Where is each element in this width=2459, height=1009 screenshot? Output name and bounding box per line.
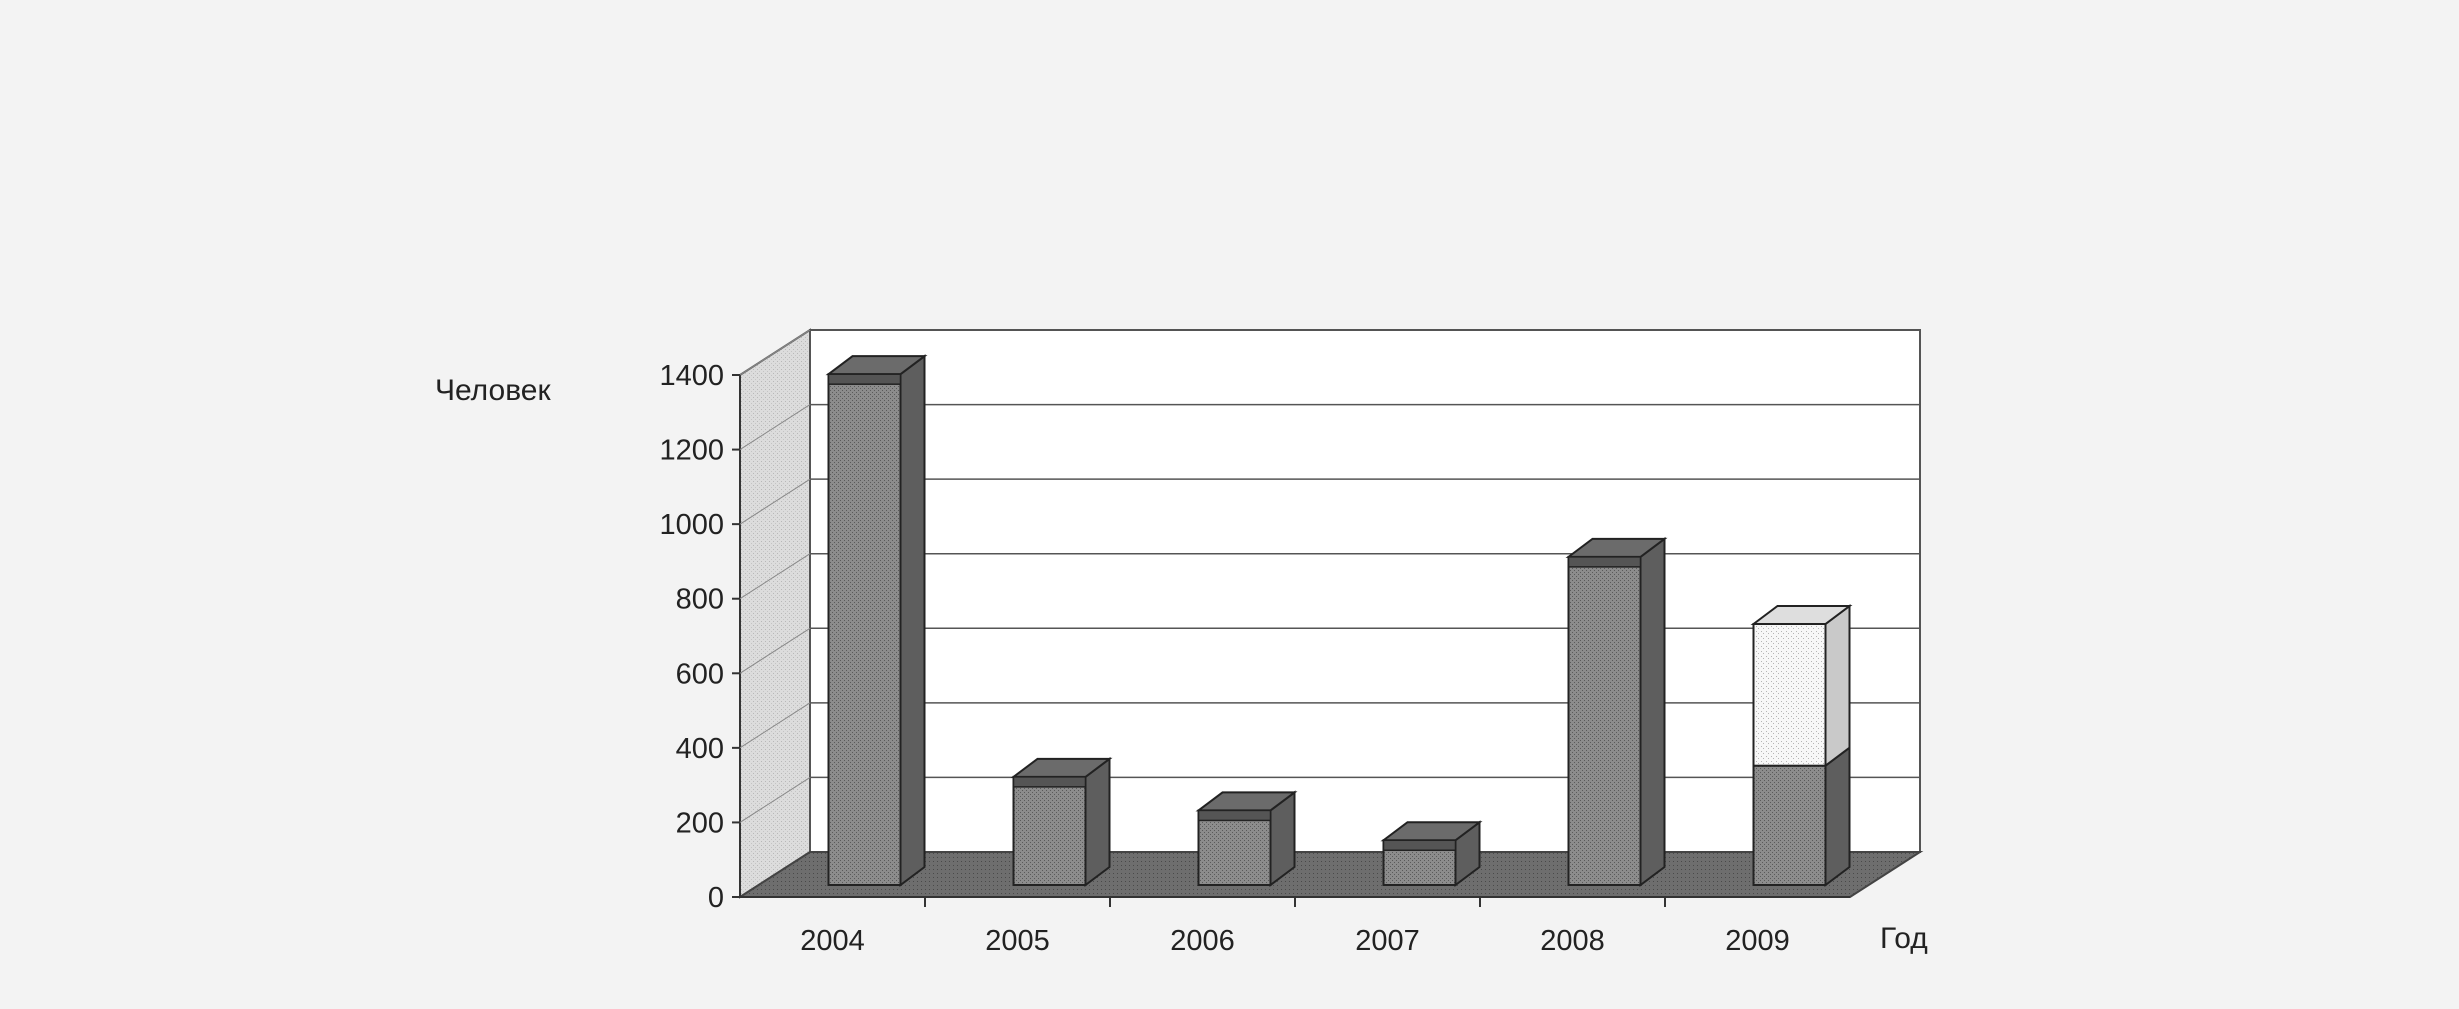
y-tick-label: 1400 <box>659 360 724 392</box>
y-tick-label: 200 <box>676 807 724 839</box>
bar-side-face <box>1639 536 1666 887</box>
x-tick-label: 2006 <box>1170 925 1235 957</box>
back-wall <box>809 329 1921 853</box>
x-axis-ticks: 2004 2005 2006 2007 2008 2009 <box>800 897 1790 957</box>
gridline-side <box>739 627 811 674</box>
x-axis-title: Год <box>1880 922 1928 955</box>
side-wall <box>739 328 811 899</box>
bar-front-face <box>1752 764 1827 887</box>
bar-front-face <box>827 373 902 886</box>
gridline-side <box>739 777 811 823</box>
y-tick-label: 600 <box>676 658 724 690</box>
gridline-side <box>739 702 811 749</box>
bar-side-face <box>1084 756 1111 887</box>
bar-side-face <box>899 354 926 887</box>
bar-segment <box>1010 756 1113 887</box>
bars <box>825 354 1853 887</box>
bar-side-face <box>1824 604 1851 768</box>
bar-top-face <box>1750 605 1853 625</box>
gridlines <box>739 329 1920 823</box>
bar-segment <box>1195 790 1298 887</box>
x-tick-label: 2009 <box>1725 925 1790 957</box>
y-tick-label: 0 <box>708 882 724 914</box>
y-axis-title: Человек <box>435 374 551 407</box>
y-tick-label: 400 <box>676 733 724 765</box>
bar-segment <box>825 354 928 887</box>
bar-cap <box>1382 839 1457 852</box>
y-tick-label: 1000 <box>659 509 724 541</box>
gridline-side <box>739 404 811 450</box>
bar-segment <box>1380 820 1483 887</box>
gridline-side <box>739 329 811 376</box>
bar-front-face <box>1197 809 1272 887</box>
y-tick-label: 800 <box>676 584 724 616</box>
bar-side-face <box>1824 745 1851 887</box>
bar-segment <box>1565 536 1668 887</box>
bar-cap <box>1567 556 1642 568</box>
x-tick-label: 2007 <box>1355 925 1420 957</box>
bar-cap <box>1197 809 1272 822</box>
gridline-side <box>739 478 811 525</box>
y-tick-label: 1200 <box>659 435 724 467</box>
gridline-side <box>739 553 811 600</box>
bar-front-face <box>1752 623 1827 767</box>
bar-cap <box>1012 776 1087 788</box>
y-axis-ticks: 0 200 400 600 800 1000 1200 1400 <box>659 360 740 914</box>
x-tick-label: 2004 <box>800 925 865 957</box>
bar-front-face <box>1567 555 1642 887</box>
bar-segment <box>1752 745 1851 887</box>
bar-front-face <box>1012 775 1087 886</box>
bar-cap <box>827 373 902 385</box>
bar-segment <box>1750 604 1853 768</box>
x-tick-label: 2005 <box>985 925 1050 957</box>
x-tick-label: 2008 <box>1540 925 1605 957</box>
